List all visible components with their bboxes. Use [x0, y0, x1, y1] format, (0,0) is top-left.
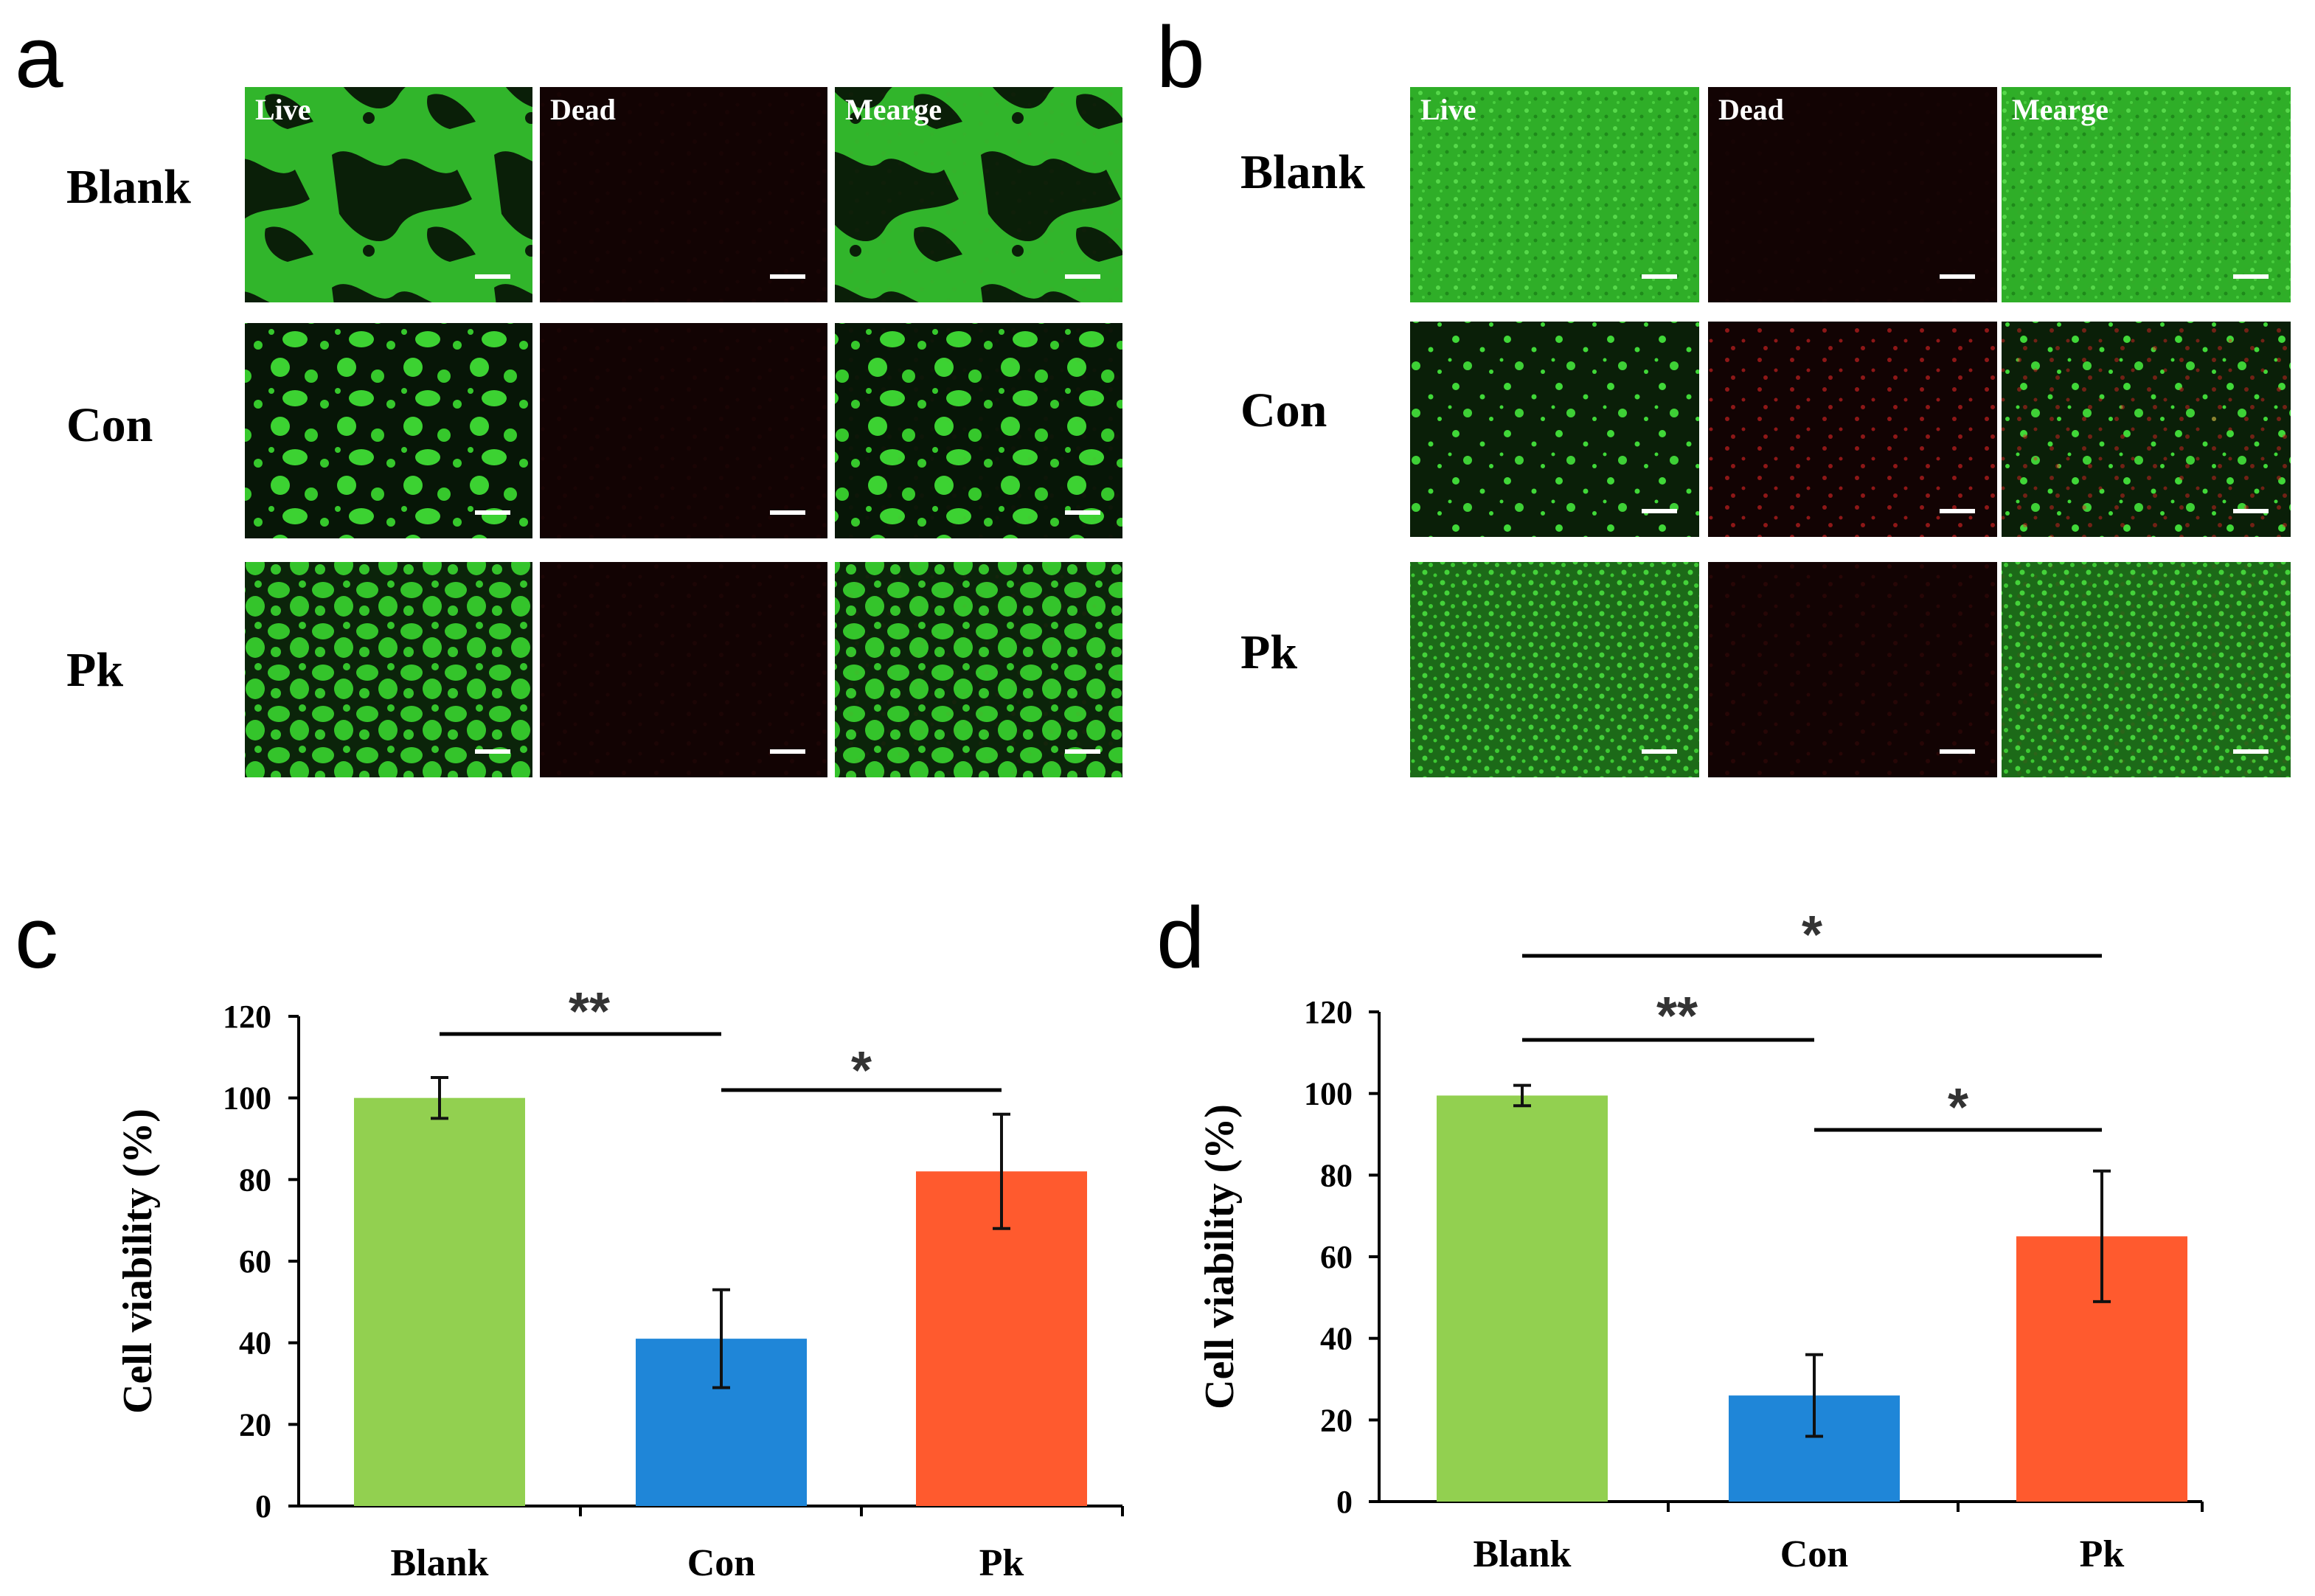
- scale-bar: [1940, 509, 1975, 513]
- category-label-con: Con: [1780, 1533, 1849, 1575]
- image-label-mearge: Mearge: [845, 93, 942, 126]
- live-image: [1410, 87, 1699, 302]
- significance-label: *: [1802, 906, 1822, 965]
- live-image: [245, 562, 532, 777]
- y-tick-label: 0: [1336, 1484, 1353, 1520]
- y-tick-label: 40: [1320, 1321, 1353, 1357]
- dead-cell-overlay: [540, 562, 827, 777]
- scale-bar: [475, 749, 510, 754]
- significance-label: *: [851, 1041, 872, 1100]
- bar-blank: [1437, 1095, 1608, 1502]
- live-image: [1410, 562, 1699, 777]
- scale-bar: [1940, 749, 1975, 754]
- scale-bar: [2233, 274, 2269, 279]
- dead-image: [1708, 87, 1997, 302]
- merge-image: [835, 87, 1122, 302]
- row-label-pk: Pk: [66, 643, 123, 697]
- category-label-pk: Pk: [979, 1542, 1024, 1584]
- y-tick-label: 60: [1320, 1239, 1353, 1275]
- category-label-con: Con: [687, 1542, 756, 1584]
- category-label-blank: Blank: [391, 1542, 489, 1584]
- image-label-live: Live: [255, 93, 311, 126]
- panel-letter-b: b: [1156, 9, 1205, 106]
- merge-dead-overlay: [835, 562, 1122, 777]
- row-label-blank: Blank: [66, 160, 191, 214]
- y-tick-label: 40: [239, 1325, 271, 1361]
- panel-c: c 0 20 40 60 80 100 120 Blank Con Pk Cell viability…: [15, 889, 1124, 1584]
- category-label-blank: Blank: [1474, 1533, 1572, 1575]
- y-tick-label: 0: [255, 1488, 271, 1524]
- merge-dead-overlay: [2002, 322, 2291, 537]
- panel-b: b Blank Live Dead Mearge Con Pk: [1156, 9, 2291, 777]
- panel-letter-d: d: [1156, 889, 1205, 987]
- image-label-mearge: Mearge: [2012, 93, 2109, 126]
- y-tick-label: 20: [239, 1406, 271, 1443]
- scale-bar: [2233, 509, 2269, 513]
- y-tick-label: 80: [1320, 1157, 1353, 1193]
- scale-bar: [1642, 274, 1677, 279]
- y-tick-label: 80: [239, 1162, 271, 1198]
- panel-d: d 0 20 40 60 80 100 120 Blank Con Pk Cell viability…: [1156, 889, 2204, 1575]
- panel-letter-c: c: [15, 889, 58, 987]
- category-label-pk: Pk: [2080, 1533, 2125, 1575]
- significance-label: **: [569, 982, 610, 1041]
- row-label-blank: Blank: [1240, 145, 1365, 199]
- image-label-live: Live: [1420, 93, 1476, 126]
- y-tick-label: 100: [223, 1080, 271, 1117]
- merge-image: [835, 323, 1122, 538]
- scale-bar: [475, 510, 510, 515]
- scale-bar: [1940, 274, 1975, 279]
- scale-bar: [770, 274, 805, 279]
- merge-dead-overlay: [835, 323, 1122, 538]
- y-tick-label: 120: [223, 999, 271, 1035]
- scale-bar: [1065, 274, 1100, 279]
- scale-bar: [475, 274, 510, 279]
- scale-bar: [2233, 749, 2269, 754]
- row-label-pk: Pk: [1240, 625, 1297, 679]
- y-tick-label: 60: [239, 1243, 271, 1280]
- scale-bar: [1642, 509, 1677, 513]
- significance-label: *: [1948, 1078, 1968, 1137]
- y-tick-label: 20: [1320, 1402, 1353, 1438]
- scale-bar: [770, 749, 805, 754]
- scale-bar: [1642, 749, 1677, 754]
- scale-bar: [1065, 749, 1100, 754]
- y-axis-title: Cell viability (%): [115, 1108, 161, 1414]
- panel-letter-a: a: [15, 9, 63, 106]
- live-image: [1410, 322, 1699, 537]
- image-label-dead: Dead: [1718, 93, 1784, 126]
- merge-image: [2002, 87, 2291, 302]
- scale-bar: [1065, 510, 1100, 515]
- dead-cell-overlay: [540, 323, 827, 538]
- live-image: [245, 87, 532, 302]
- merge-dead-overlay: [2002, 562, 2291, 777]
- y-tick-label: 100: [1304, 1076, 1353, 1112]
- dead-cell-overlay: [1708, 562, 1997, 777]
- row-label-con: Con: [66, 398, 153, 452]
- bar-blank: [354, 1097, 525, 1506]
- significance-label: **: [1656, 987, 1698, 1046]
- y-tick-label: 120: [1304, 994, 1353, 1030]
- image-label-dead: Dead: [550, 93, 616, 126]
- dead-cell-overlay: [1708, 322, 1997, 537]
- dead-image: [540, 87, 827, 302]
- y-axis-title: Cell viability (%): [1197, 1104, 1243, 1409]
- live-image: [245, 323, 532, 538]
- row-label-con: Con: [1240, 384, 1327, 437]
- scale-bar: [770, 510, 805, 515]
